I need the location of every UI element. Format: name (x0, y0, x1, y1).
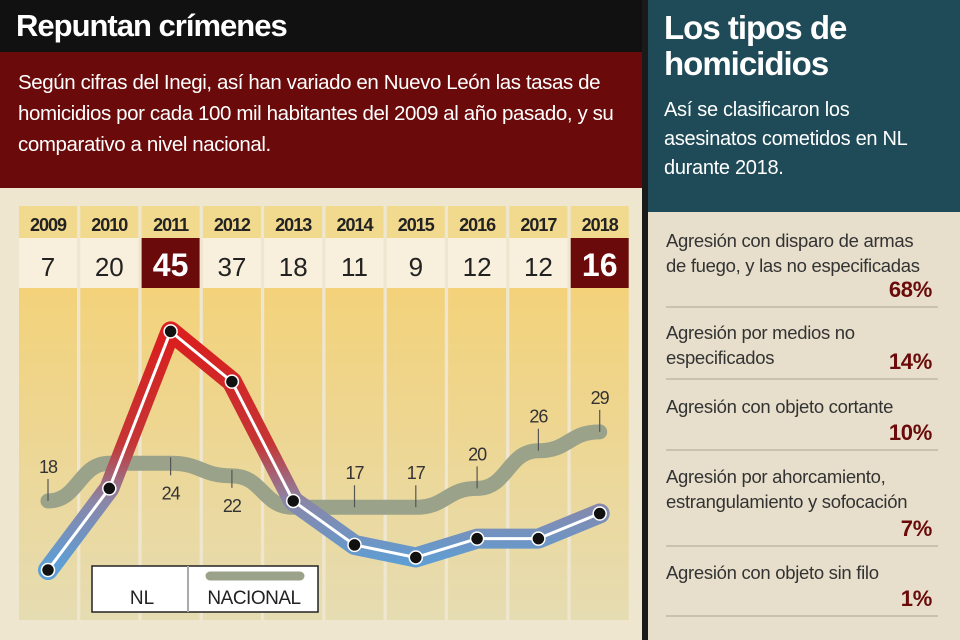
legend-nl-label: NL (130, 588, 154, 609)
nl-value-label: 20 (95, 252, 124, 282)
year-label: 2017 (520, 215, 557, 235)
year-label: 2015 (398, 215, 435, 235)
chart-title: Repuntan crímenes (0, 0, 642, 52)
column-2014 (325, 288, 384, 620)
column-2018 (570, 288, 629, 620)
nl-value-label: 16 (582, 247, 618, 283)
legend-nacional-label: NACIONAL (207, 588, 300, 609)
year-label: 2011 (153, 215, 189, 235)
item-label: Agresión con disparo de armas de fuego, … (666, 230, 920, 276)
homicide-types-panel: Los tipos de homicidios Así se clasifica… (648, 0, 960, 640)
item-label: Agresión por ahorcamiento, estrangulamie… (666, 466, 908, 512)
year-label: 2014 (336, 215, 373, 235)
nl-value-label: 12 (463, 252, 492, 282)
line-chart: 2009720102020114520123720131820141120159… (19, 206, 629, 620)
year-cell (80, 206, 139, 238)
list-item: Agresión por medios no especificados 14% (666, 320, 938, 380)
nl-point (285, 493, 301, 509)
nl-value-label: 37 (217, 252, 246, 282)
nacional-value-label: 22 (223, 496, 242, 516)
column-2015 (386, 288, 445, 620)
nl-value-label: 18 (279, 252, 308, 282)
nl-point (592, 506, 607, 521)
year-label: 2018 (582, 215, 619, 235)
nl-value-label: 7 (41, 252, 55, 282)
item-percent: 7% (900, 516, 933, 541)
types-title: Los tipos de homicidios (664, 9, 847, 82)
nacional-value-label: 26 (529, 407, 548, 427)
value-cell (386, 238, 445, 288)
value-cell (19, 238, 77, 288)
nacional-value-label: 20 (468, 444, 487, 464)
value-cell (264, 238, 323, 288)
value-cell (202, 238, 261, 288)
value-cell (80, 238, 139, 288)
value-cell (509, 238, 568, 288)
nl-value-label: 45 (153, 247, 189, 283)
year-label: 2012 (214, 215, 251, 235)
nacional-line (40, 424, 608, 515)
value-cell (325, 238, 384, 288)
year-cell (141, 206, 200, 238)
nl-point (469, 531, 485, 546)
list-item: Agresión con objeto sin filo 1% (666, 560, 938, 617)
list-item: Agresión con objeto cortante 10% (666, 394, 938, 451)
nl-value-label: 9 (409, 252, 423, 282)
year-label: 2009 (30, 215, 67, 235)
crime-chart-panel: Repuntan crímenes Según cifras del Inegi… (0, 0, 642, 640)
nl-point (224, 374, 240, 389)
item-label: Agresión con objeto cortante (666, 396, 894, 417)
chart-subtitle: Según cifras del Inegi, así han variado … (0, 52, 642, 188)
year-label: 2016 (459, 215, 496, 235)
nl-point (40, 562, 56, 578)
list-item: Agresión con disparo de armas de fuego, … (666, 228, 938, 308)
year-cell (448, 206, 507, 238)
nl-point (102, 481, 117, 496)
value-cell (570, 238, 629, 288)
year-cell (386, 206, 445, 238)
value-cell (448, 238, 507, 288)
item-label: Agresión con objeto sin filo (666, 562, 879, 583)
year-cell (509, 206, 568, 238)
types-subtitle: Así se clasificaron los asesinatos comet… (664, 99, 907, 179)
nl-point (163, 324, 178, 339)
item-percent: 68% (888, 277, 932, 302)
nl-value-label: 12 (524, 252, 553, 282)
year-label: 2010 (91, 215, 128, 235)
item-label: Agresión por medios no especificados (666, 322, 855, 368)
year-cell (325, 206, 384, 238)
nl-line-inner (46, 329, 601, 571)
nacional-value-label: 29 (591, 388, 610, 408)
column-2012 (202, 288, 261, 620)
list-item: Agresión por ahorcamiento, estrangulamie… (666, 464, 938, 547)
nl-point (531, 531, 546, 546)
column-2016 (448, 288, 507, 620)
nl-point (347, 537, 362, 553)
year-label: 2013 (275, 215, 312, 235)
year-cell (202, 206, 261, 238)
nacional-value-label: 17 (345, 463, 364, 483)
item-percent: 14% (888, 349, 932, 374)
value-cell (141, 238, 200, 288)
nl-value-label: 11 (341, 252, 368, 282)
item-percent: 1% (900, 586, 933, 611)
item-percent: 10% (888, 420, 932, 445)
year-cell (19, 206, 77, 238)
year-cell (264, 206, 323, 238)
year-cell (570, 206, 629, 238)
nacional-value-label: 24 (162, 483, 181, 503)
nacional-value-label: 18 (39, 457, 58, 477)
nacional-value-label: 17 (407, 463, 426, 483)
nl-point (408, 550, 424, 565)
